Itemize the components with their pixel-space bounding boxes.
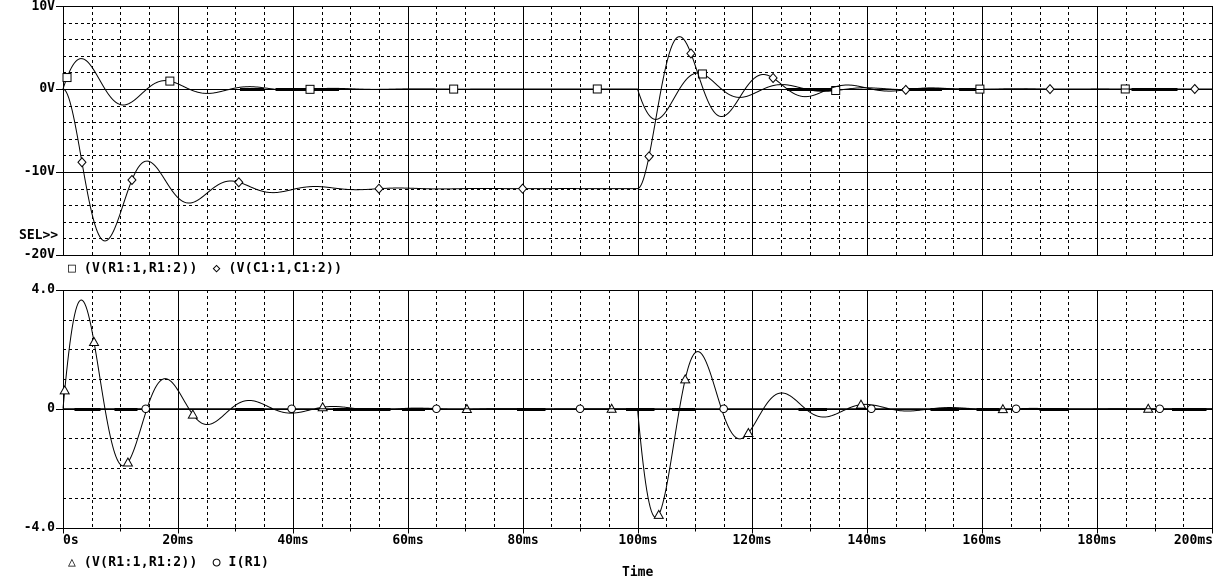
square-marker <box>165 76 175 86</box>
y-tick-label: 0 <box>47 401 55 416</box>
triangle-marker <box>743 427 754 438</box>
legend-label-ir1[interactable]: I(R1) <box>228 555 270 570</box>
legend-label-vr-top[interactable]: (V(R1:1,R1:2)) <box>83 261 198 276</box>
diamond-marker <box>768 72 778 84</box>
triangle-marker <box>122 457 134 467</box>
triangle-marker <box>855 399 867 409</box>
legend-bottom: △ (V(R1:1,R1:2)) ○ I(R1) <box>63 555 269 571</box>
x-tick-label: 140ms <box>847 533 887 548</box>
triangle-marker <box>653 509 665 519</box>
diamond-marker <box>686 48 696 59</box>
x-tick-label: 160ms <box>962 533 1002 548</box>
legend-circle-icon: ○ <box>212 555 221 570</box>
triangle-marker <box>88 336 100 346</box>
trace-v-c1-1-c1-2-[interactable] <box>62 36 1213 242</box>
diamond-marker <box>77 157 87 168</box>
circle-marker <box>1155 404 1165 414</box>
circle-marker <box>141 404 151 414</box>
x-tick-label: 180ms <box>1077 533 1117 548</box>
circle-marker <box>432 404 441 414</box>
x-tick-label: 100ms <box>618 533 658 548</box>
y-tick-label: -4.0 <box>23 520 55 535</box>
x-axis-title: Time <box>622 565 654 580</box>
diamond-marker <box>127 174 137 186</box>
legend-top: □ (V(R1:1,R1:2)) ◇ (V(C1:1,C1:2)) <box>63 261 342 277</box>
y-tick-label: -20V <box>23 247 55 262</box>
square-marker <box>697 69 707 79</box>
diamond-marker <box>1045 83 1055 95</box>
diamond-marker <box>234 176 244 188</box>
legend-triangle-icon: △ <box>68 555 76 570</box>
circle-marker <box>1011 404 1021 414</box>
grid-top <box>56 6 1213 256</box>
x-tick-label: 200ms <box>1173 533 1213 548</box>
triangle-marker <box>187 409 199 419</box>
x-tick-label: 80ms <box>507 533 539 548</box>
legend-square-icon: □ <box>68 261 76 276</box>
x-tick-label: 40ms <box>277 533 309 548</box>
square-marker <box>62 73 72 83</box>
diamond-marker <box>1190 83 1200 95</box>
y-tick-label: 4.0 <box>31 282 55 297</box>
diamond-marker <box>644 151 654 162</box>
sel-indicator: SEL>> <box>19 228 59 243</box>
legend-label-vc-top[interactable]: (V(C1:1,C1:2)) <box>228 261 343 276</box>
y-tick-label: 0V <box>39 81 55 96</box>
legend-diamond-icon: ◇ <box>212 261 221 276</box>
diamond-marker <box>517 183 528 194</box>
y-tick-label: -10V <box>23 164 55 179</box>
diamond-marker <box>374 183 384 194</box>
square-marker <box>592 84 602 94</box>
circle-marker <box>575 404 585 414</box>
x-tick-label: 120ms <box>732 533 772 548</box>
triangle-marker <box>59 384 71 395</box>
square-marker <box>449 84 459 94</box>
y-tick-label: 10V <box>31 0 55 14</box>
square-marker <box>305 84 315 94</box>
circle-marker <box>287 404 296 414</box>
legend-label-vr-bottom[interactable]: (V(R1:1,R1:2)) <box>83 555 198 570</box>
x-tick-label: 0s <box>63 533 79 548</box>
triangle-marker <box>679 373 691 384</box>
circle-marker <box>867 404 876 414</box>
x-tick-label: 20ms <box>162 533 194 548</box>
diamond-marker <box>901 84 911 96</box>
x-tick-label: 60ms <box>392 533 424 548</box>
circle-marker <box>719 404 728 414</box>
